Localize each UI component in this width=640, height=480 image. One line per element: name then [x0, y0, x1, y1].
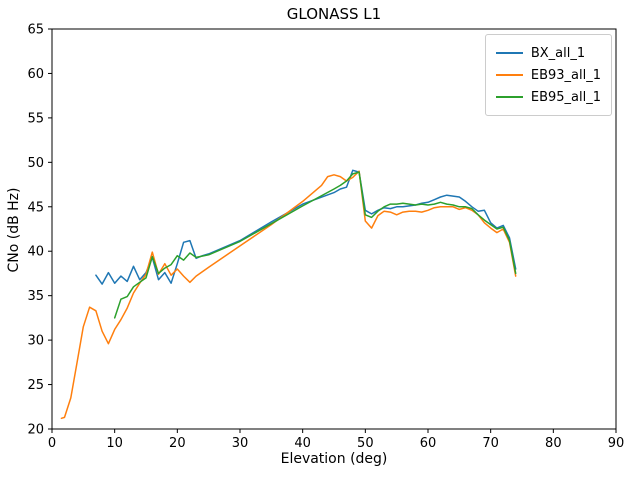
legend-line-sample	[495, 96, 523, 98]
svg-text:30: 30	[27, 334, 44, 349]
svg-text:35: 35	[27, 289, 44, 304]
legend-line-sample	[495, 74, 523, 76]
legend-item: BX_all_1	[495, 42, 601, 64]
svg-text:60: 60	[420, 436, 437, 451]
chart-title: GLONASS L1	[286, 5, 382, 23]
svg-text:50: 50	[357, 436, 374, 451]
svg-text:30: 30	[232, 436, 249, 451]
svg-text:90: 90	[608, 436, 625, 451]
svg-text:20: 20	[27, 423, 44, 438]
svg-text:60: 60	[27, 67, 44, 82]
legend: BX_all_1 EB93_all_1 EB95_all_1	[484, 34, 612, 116]
legend-label: EB95_all_1	[530, 89, 601, 105]
legend-line-sample	[495, 52, 523, 54]
svg-text:45: 45	[27, 200, 44, 215]
svg-text:70: 70	[482, 436, 499, 451]
legend-item: EB93_all_1	[495, 64, 601, 86]
svg-text:25: 25	[27, 378, 44, 393]
y-axis-label: CNo (dB Hz)	[6, 187, 22, 273]
svg-text:55: 55	[27, 111, 44, 126]
svg-text:20: 20	[169, 436, 186, 451]
svg-text:40: 40	[27, 245, 44, 260]
legend-item: EB95_all_1	[495, 86, 601, 108]
legend-label: EB93_all_1	[530, 67, 601, 83]
x-axis-label: Elevation (deg)	[280, 451, 388, 467]
svg-text:80: 80	[545, 436, 562, 451]
legend-label: BX_all_1	[530, 45, 586, 61]
svg-text:40: 40	[294, 436, 311, 451]
svg-text:65: 65	[27, 23, 44, 38]
svg-text:10: 10	[106, 436, 123, 451]
svg-text:0: 0	[48, 436, 56, 451]
svg-text:50: 50	[27, 156, 44, 171]
